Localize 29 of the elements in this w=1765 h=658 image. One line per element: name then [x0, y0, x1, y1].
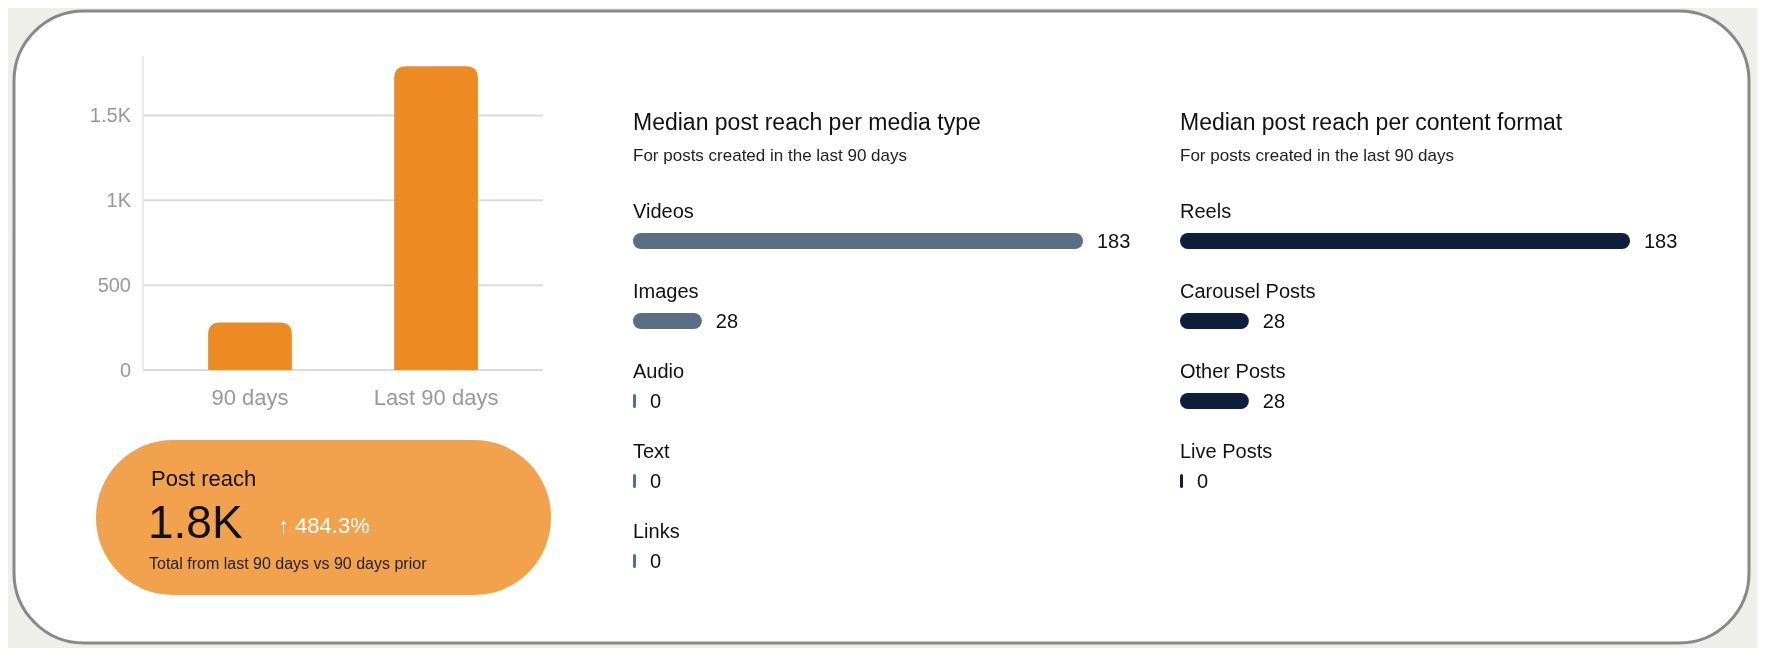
data-label: 28	[1262, 310, 1286, 332]
y-tick-label: Reels	[1180, 200, 1232, 222]
y-tick-label: 500	[97, 274, 131, 297]
chart-subtitle: For posts created in the last 90 days	[1180, 146, 1455, 165]
y-tick-label: Carousel Posts	[1180, 280, 1316, 302]
y-tick-label: 1K	[106, 189, 132, 212]
data-label: 183	[1644, 230, 1678, 252]
chart-subtitle: For posts created in the last 90 days	[633, 146, 908, 165]
data-label: 183	[1097, 230, 1131, 252]
y-tick-label: Videos	[633, 200, 694, 222]
y-tick-label: Live Posts	[1180, 440, 1273, 462]
data-label: 28	[715, 310, 739, 332]
y-tick-label: Links	[633, 520, 680, 542]
y-tick-label: Text	[633, 440, 671, 462]
text: Total from last 90 days vs 90 days prior	[149, 555, 428, 572]
x-tick-label: Last 90 days	[373, 385, 499, 410]
text: Post reach	[151, 466, 257, 491]
text: 1.8K	[148, 496, 243, 548]
chart-title: Median post reach per media type	[633, 109, 981, 135]
y-tick-label: Audio	[633, 360, 685, 382]
y-tick-label: Other Posts	[1180, 360, 1286, 382]
chart-title: Median post reach per content format	[1180, 109, 1563, 135]
data-label: 0	[1197, 470, 1209, 492]
y-tick-label: Images	[633, 280, 699, 302]
y-tick-label: 0	[119, 359, 131, 381]
y-tick-label: 1.5K	[89, 104, 132, 127]
text: ↑ 484.3%	[278, 513, 370, 538]
x-tick-label: 90 days	[211, 385, 289, 410]
data-label: 28	[1262, 390, 1286, 412]
